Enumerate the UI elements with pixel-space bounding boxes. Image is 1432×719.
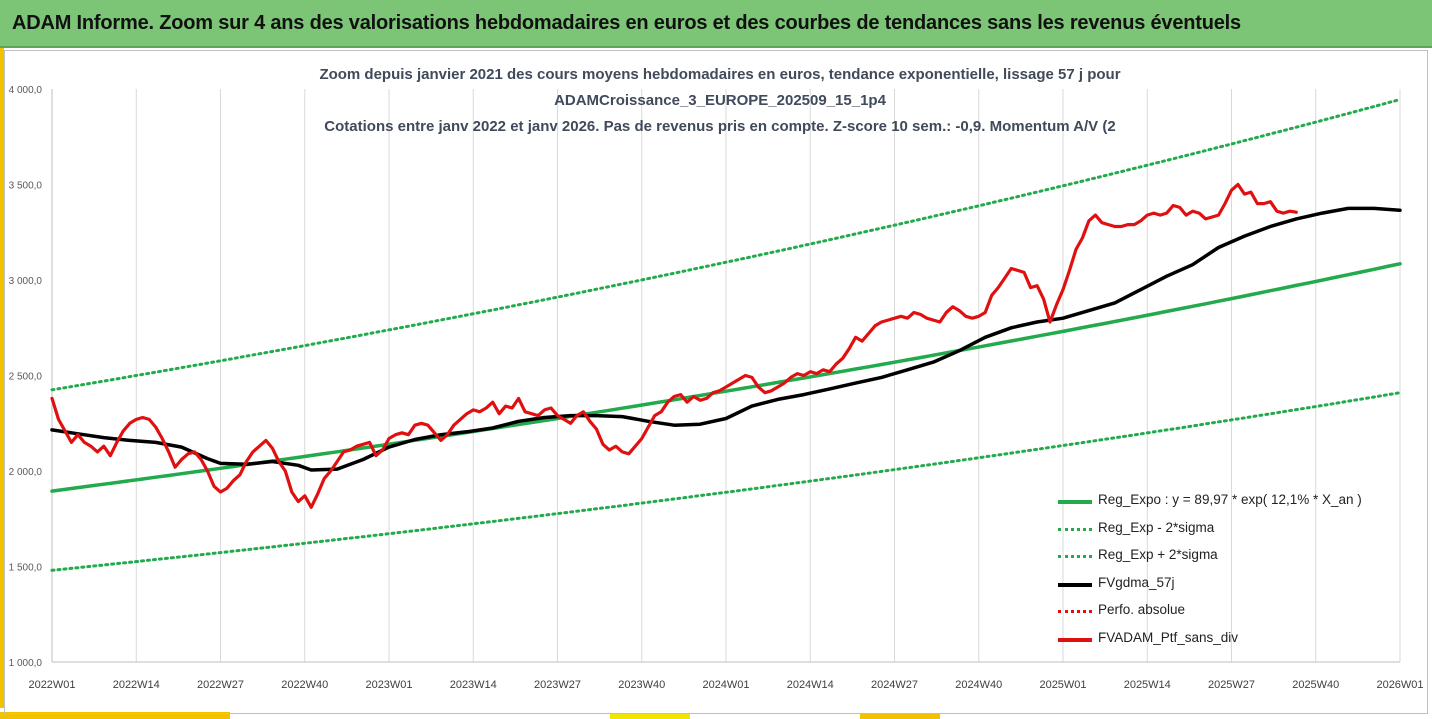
y-tick-label: 2 000,0 xyxy=(9,467,43,478)
legend-swatch-fvgdma xyxy=(1058,582,1092,587)
x-tick-label: 2023W14 xyxy=(450,679,497,691)
legend-swatch-fvadam xyxy=(1058,637,1092,642)
x-tick-label: 2022W40 xyxy=(281,679,328,691)
legend-label-reg-expo: Reg_Expo : y = 89,97 * exp( 12,1% * X_an… xyxy=(1098,492,1362,507)
x-tick-label: 2024W27 xyxy=(871,679,918,691)
legend-item-reg-plus: Reg_Exp + 2*sigma xyxy=(1058,543,1398,571)
chart-legend: Reg_Expo : y = 89,97 * exp( 12,1% * X_an… xyxy=(1058,488,1398,653)
legend-label-perfo: Perfo. absolue xyxy=(1098,602,1186,617)
series-reg-minus-2sigma xyxy=(50,391,1402,572)
series-reg-plus-2sigma xyxy=(50,98,1402,392)
y-tick-label: 2 500,0 xyxy=(9,372,43,383)
legend-item-perfo: Perfo. absolue xyxy=(1058,598,1398,626)
bottom-accent-bar-2 xyxy=(610,714,690,719)
x-tick-label: 2024W40 xyxy=(955,679,1002,691)
bottom-accent-bar-3 xyxy=(860,714,940,719)
y-tick-label: 3 500,0 xyxy=(9,181,43,192)
legend-item-fvgdma: FVgdma_57j xyxy=(1058,571,1398,599)
series-fvadam-ptf xyxy=(50,182,1298,509)
legend-item-reg-minus: Reg_Exp - 2*sigma xyxy=(1058,516,1398,544)
legend-swatch-reg-expo xyxy=(1058,500,1092,504)
legend-label-fvadam: FVADAM_Ptf_sans_div xyxy=(1098,629,1239,645)
x-tick-label: 2025W01 xyxy=(1039,679,1086,691)
y-tick-label: 3 000,0 xyxy=(9,276,43,287)
y-tick-label: 1 500,0 xyxy=(9,563,43,574)
legend-item-reg-expo: Reg_Expo : y = 89,97 * exp( 12,1% * X_an… xyxy=(1058,488,1398,516)
x-tick-label: 2023W40 xyxy=(618,679,665,691)
chart-title-line-3: Cotations entre janv 2022 et janv 2026. … xyxy=(324,118,1116,135)
left-accent-bar xyxy=(0,48,4,708)
bottom-accent-bar xyxy=(0,712,230,719)
x-tick-label: 2025W14 xyxy=(1124,679,1171,691)
x-tick-label: 2023W27 xyxy=(534,679,581,691)
x-tick-label: 2024W01 xyxy=(702,679,749,691)
legend-swatch-perfo xyxy=(1058,610,1092,613)
x-tick-label: 2022W14 xyxy=(113,679,160,691)
x-tick-label: 2024W14 xyxy=(787,679,834,691)
x-tick-label: 2025W40 xyxy=(1292,679,1339,691)
header-banner: ADAM Informe. Zoom sur 4 ans des valoris… xyxy=(0,0,1432,48)
y-tick-label: 4 000,0 xyxy=(9,85,43,96)
chart-frame xyxy=(4,50,1428,714)
legend-item-fvadam: FVADAM_Ptf_sans_div xyxy=(1058,626,1398,654)
report-title: ADAM Informe. Zoom sur 4 ans des valoris… xyxy=(12,12,1241,34)
x-tick-label: 2023W01 xyxy=(365,679,412,691)
legend-swatch-reg-plus xyxy=(1058,555,1092,558)
chart-title-line-2: ADAMCroissance_3_EUROPE_202509_15_1p4 xyxy=(554,92,886,109)
legend-label-reg-minus: Reg_Exp - 2*sigma xyxy=(1098,519,1215,535)
series-fvgdma-57j xyxy=(50,206,1402,472)
y-tick-label: 1 000,0 xyxy=(9,658,43,669)
x-tick-label: 2026W01 xyxy=(1376,679,1423,691)
x-tick-label: 2022W27 xyxy=(197,679,244,691)
x-tick-label: 2022W01 xyxy=(28,679,75,691)
chart-title-line-1: Zoom depuis janvier 2021 des cours moyen… xyxy=(319,66,1121,83)
legend-swatch-reg-minus xyxy=(1058,527,1092,531)
x-tick-label: 2025W27 xyxy=(1208,679,1255,691)
legend-label-reg-plus: Reg_Exp + 2*sigma xyxy=(1098,547,1218,562)
legend-label-fvgdma: FVgdma_57j xyxy=(1098,574,1175,590)
